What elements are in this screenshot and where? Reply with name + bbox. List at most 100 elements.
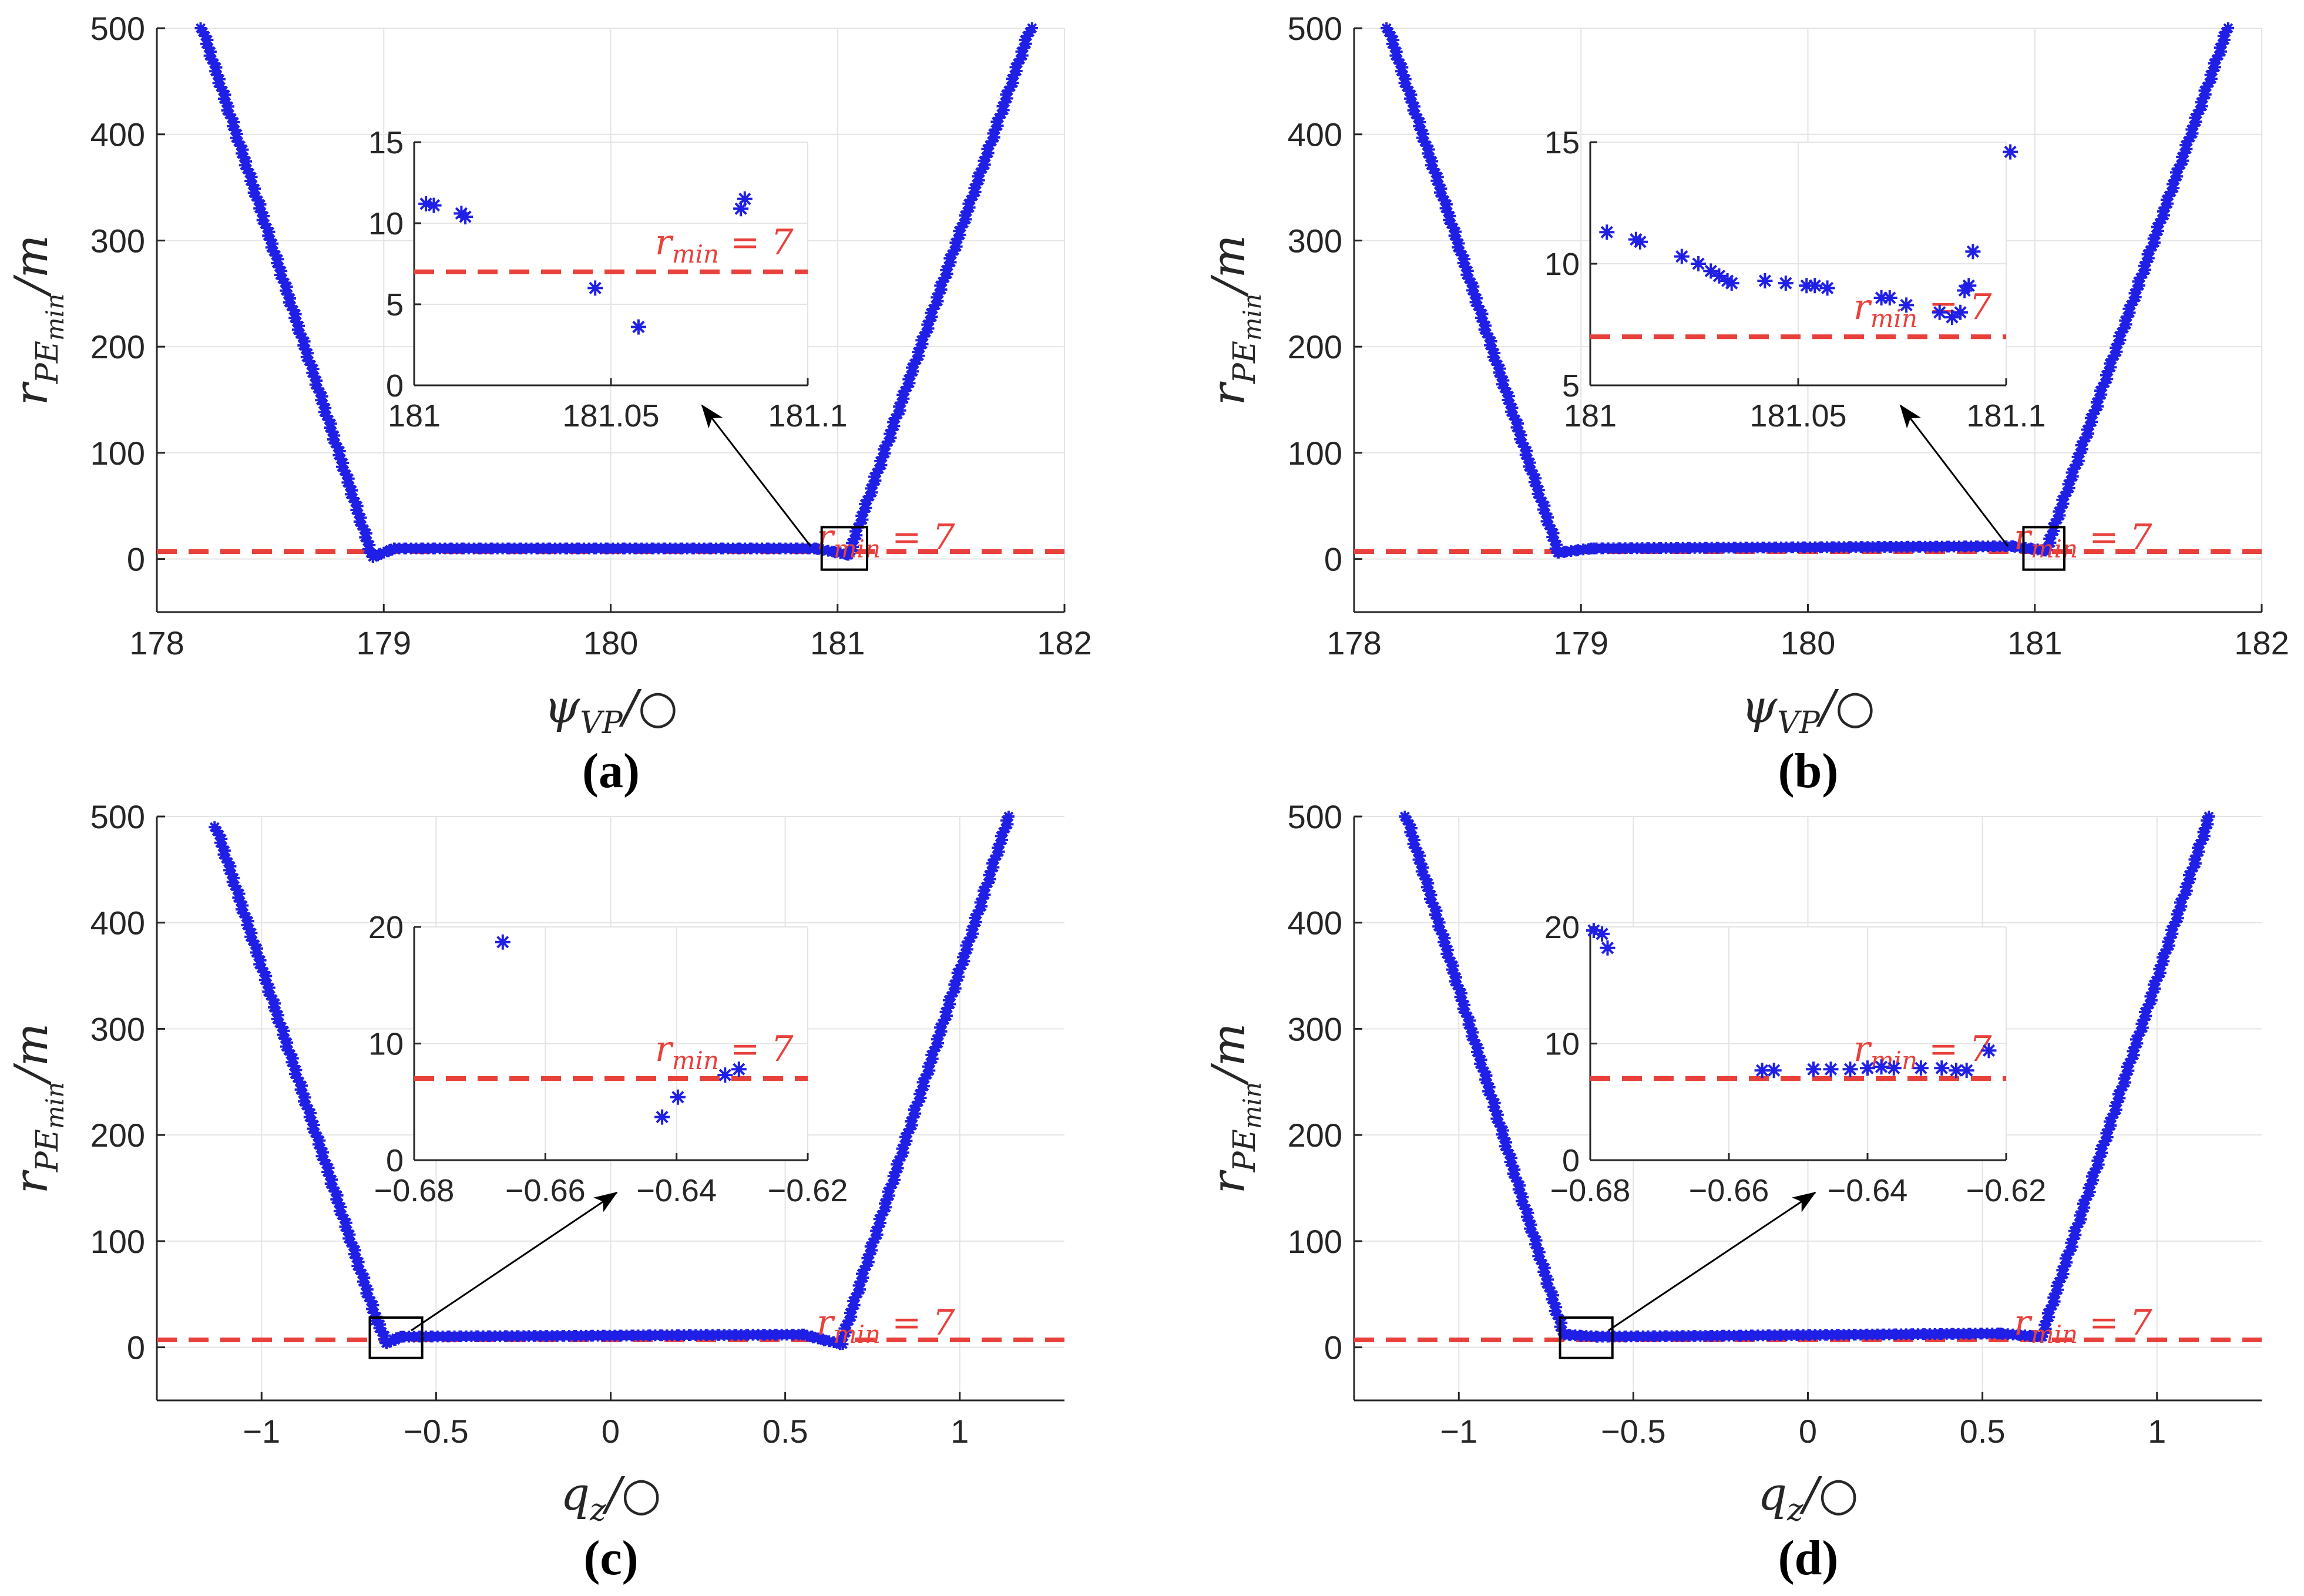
y-axis-label-unit: /m	[5, 1023, 58, 1086]
data-point	[1530, 1234, 1543, 1246]
data-point	[845, 1311, 858, 1323]
data-point	[2114, 1092, 2126, 1104]
data-point	[1405, 822, 1418, 834]
data-point	[2048, 525, 2060, 537]
data-point	[1001, 92, 1013, 105]
data-point	[963, 201, 976, 214]
data-point	[2190, 116, 2202, 128]
data-point	[915, 1092, 927, 1104]
data-point	[969, 186, 982, 198]
data-point	[1521, 445, 1533, 457]
data-point	[2101, 1131, 2114, 1143]
data-point	[2087, 1174, 2100, 1187]
data-point	[2061, 1256, 2073, 1269]
data-point	[293, 320, 305, 332]
data-point	[2215, 45, 2227, 58]
inset-data-point	[1757, 273, 1773, 288]
data-point	[307, 363, 320, 375]
data-point	[973, 174, 985, 186]
data-point	[380, 1337, 392, 1349]
data-point	[2133, 280, 2145, 291]
y-axis-label-subsub: min	[1238, 1082, 1267, 1129]
data-point	[219, 845, 231, 857]
threshold-label-value: = 7	[1917, 1029, 1992, 1070]
data-point	[358, 1272, 371, 1284]
data-point	[258, 210, 270, 222]
data-point	[1445, 956, 1457, 968]
inset-x-tick-label: −0.68	[1550, 1173, 1631, 1208]
data-point	[2184, 873, 2196, 885]
data-point	[1512, 417, 1524, 429]
data-point	[2171, 170, 2184, 183]
zoom-box	[820, 526, 868, 571]
data-point	[2189, 857, 2202, 869]
data-point	[916, 338, 929, 350]
data-point	[320, 402, 332, 414]
data-point	[1470, 1046, 1483, 1058]
data-point	[1409, 834, 1421, 846]
zoom-arrow	[701, 404, 812, 547]
data-point	[1459, 999, 1471, 1011]
x-tick-label: 181	[810, 624, 865, 661]
inset-data-point	[1842, 1061, 1858, 1077]
inset-data-point	[1599, 224, 1615, 240]
data-point	[961, 943, 973, 956]
data-point	[848, 1299, 861, 1311]
inset-y-tick-label: 5	[1562, 368, 1580, 404]
data-point	[1481, 1077, 1493, 1090]
data-point	[325, 418, 337, 430]
data-point	[308, 1119, 320, 1131]
data-point	[1442, 944, 1454, 956]
data-point	[281, 281, 293, 293]
x-axis-label-sub: z	[1786, 1493, 1803, 1528]
inset-y-tick-label: 15	[368, 125, 404, 160]
inset-data-point	[587, 280, 603, 296]
data-point	[2137, 1022, 2149, 1034]
data-point	[1479, 1073, 1492, 1086]
data-point	[2096, 1147, 2108, 1159]
inset-data-point	[1799, 278, 1815, 294]
data-point	[970, 916, 982, 928]
data-point	[1521, 1211, 1533, 1223]
data-point	[1409, 100, 1420, 113]
inset-x-tick-label: 181.05	[562, 398, 659, 434]
data-point	[862, 1256, 875, 1268]
inset-data-point	[1959, 1063, 1974, 1078]
y-axis-label: rPEmin/m	[5, 1023, 69, 1194]
threshold-label-var: r	[1853, 287, 1872, 328]
data-point	[1426, 155, 1439, 167]
data-point	[1509, 1164, 1521, 1176]
inset-data-point	[1766, 1063, 1782, 1078]
y-tick-label: 100	[1288, 435, 1342, 472]
data-point	[889, 1174, 901, 1186]
x-axis-label: ψVP/○	[544, 681, 678, 741]
data-point	[1476, 1061, 1488, 1074]
inset-data-point	[1934, 1060, 1950, 1076]
data-point	[2070, 1229, 2082, 1241]
data-point	[1497, 374, 1510, 387]
data-point	[2181, 143, 2193, 155]
data-point	[1506, 1152, 1518, 1164]
x-axis-label-sub: z	[589, 1493, 606, 1528]
inset-data-point	[1886, 1060, 1902, 1076]
data-point	[932, 295, 944, 307]
data-point	[314, 1134, 326, 1147]
data-point	[1523, 1215, 1535, 1227]
threshold-label-sub: min	[834, 535, 881, 563]
data-point	[373, 548, 385, 560]
data-point	[204, 46, 217, 58]
data-point	[242, 915, 254, 928]
data-point	[1492, 1108, 1504, 1121]
inset-x-tick-label: 181.05	[1749, 398, 1846, 434]
data-point	[284, 293, 297, 304]
data-point	[1517, 1199, 1530, 1211]
zoom-arrow	[1899, 404, 2009, 547]
data-point	[1403, 818, 1416, 831]
x-tick-label: 0.5	[1960, 1413, 2006, 1450]
threshold-label-var: r	[655, 222, 674, 263]
data-point	[1506, 1160, 1519, 1172]
data-point	[1524, 456, 1536, 469]
data-point	[2130, 291, 2142, 303]
data-point	[866, 486, 878, 499]
